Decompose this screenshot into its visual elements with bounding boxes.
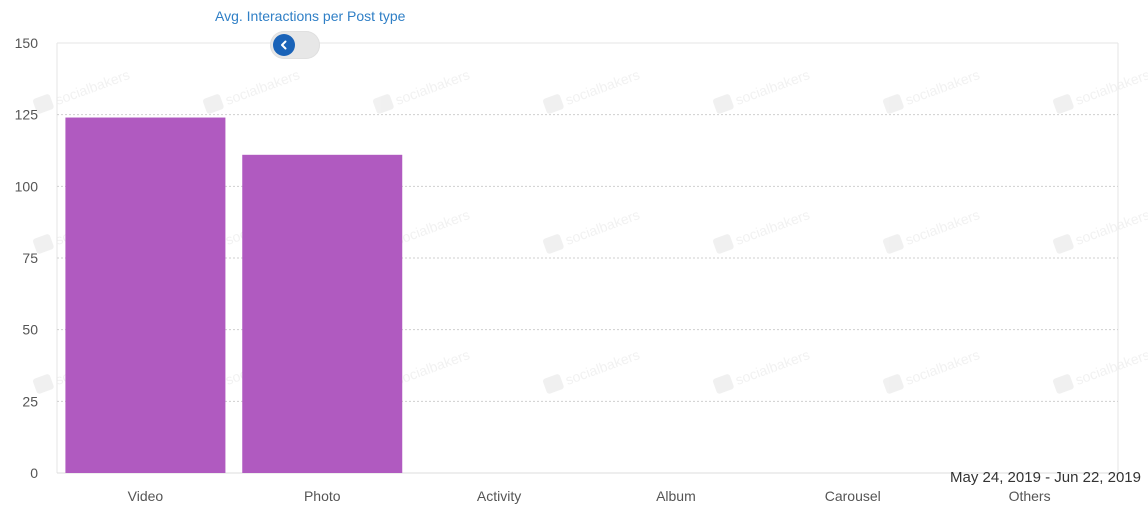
y-tick-label: 50 (22, 322, 38, 338)
y-tick-label: 75 (22, 250, 38, 266)
bar-photo[interactable] (242, 154, 403, 474)
svg-text:socialbakers: socialbakers (563, 346, 642, 388)
chart-title[interactable]: Avg. Interactions per Post type (215, 8, 406, 24)
watermark: socialbakers (32, 66, 132, 114)
svg-text:socialbakers: socialbakers (733, 206, 812, 248)
x-axis-ticks: Video Photo Activity Album Carousel Others (128, 488, 1051, 504)
watermark: socialbakers (372, 66, 472, 114)
svg-text:socialbakers: socialbakers (563, 66, 642, 108)
svg-text:socialbakers: socialbakers (563, 206, 642, 248)
watermark: socialbakers (202, 66, 302, 114)
watermark: socialbakers (712, 66, 812, 114)
x-tick-label: Others (1009, 488, 1051, 504)
svg-text:socialbakers: socialbakers (733, 346, 812, 388)
svg-text:socialbakers: socialbakers (1073, 66, 1148, 108)
date-range: May 24, 2019 - Jun 22, 2019 (950, 469, 1141, 486)
y-axis-ticks: 0 25 50 75 100 125 150 (15, 35, 39, 481)
watermark: socialbakers (712, 206, 812, 254)
watermark: socialbakers (712, 346, 812, 394)
watermark: socialbakers (1052, 206, 1148, 254)
svg-text:socialbakers: socialbakers (903, 346, 982, 388)
watermark: socialbakers (882, 206, 982, 254)
gridlines (56, 42, 1119, 474)
panel-toggle[interactable] (270, 31, 320, 59)
y-tick-label: 0 (30, 465, 38, 481)
y-tick-label: 25 (22, 393, 38, 409)
y-tick-label: 100 (15, 178, 39, 194)
svg-text:socialbakers: socialbakers (53, 66, 132, 108)
svg-text:socialbakers: socialbakers (903, 66, 982, 108)
watermark: socialbakers (542, 206, 642, 254)
svg-text:socialbakers: socialbakers (393, 66, 472, 108)
x-tick-label: Activity (477, 488, 521, 504)
watermark: socialbakers (1052, 66, 1148, 114)
svg-text:socialbakers: socialbakers (223, 66, 302, 108)
x-tick-label: Album (656, 488, 696, 504)
watermark: socialbakers (882, 346, 982, 394)
svg-text:socialbakers: socialbakers (393, 206, 472, 248)
y-tick-label: 150 (15, 35, 39, 51)
svg-text:socialbakers: socialbakers (1073, 346, 1148, 388)
svg-text:socialbakers: socialbakers (393, 346, 472, 388)
watermark: socialbakers (882, 66, 982, 114)
x-tick-label: Carousel (825, 488, 881, 504)
x-tick-label: Photo (304, 488, 341, 504)
chevron-left-icon[interactable] (273, 34, 295, 56)
watermark: socialbakers (542, 66, 642, 114)
watermark: socialbakers (1052, 346, 1148, 394)
x-tick-label: Video (128, 488, 164, 504)
bar-video[interactable] (65, 117, 226, 474)
svg-text:socialbakers: socialbakers (1073, 206, 1148, 248)
svg-text:socialbakers: socialbakers (733, 66, 812, 108)
watermark: socialbakers (542, 346, 642, 394)
y-tick-label: 125 (15, 107, 39, 123)
bars (65, 117, 403, 474)
svg-text:socialbakers: socialbakers (903, 206, 982, 248)
